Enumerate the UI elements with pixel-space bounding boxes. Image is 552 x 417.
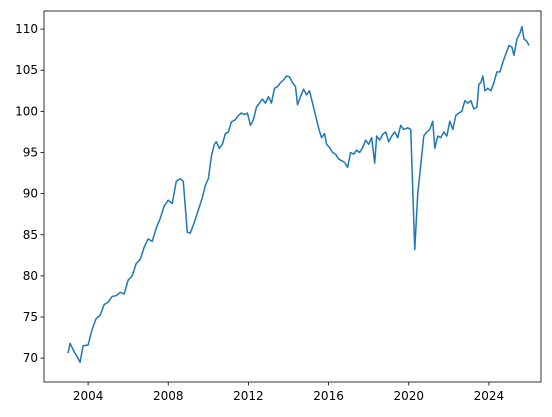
plot-frame xyxy=(43,10,542,383)
y-tick-label: 75 xyxy=(23,310,38,324)
x-tick-label: 2008 xyxy=(153,389,184,403)
y-tick-label: 95 xyxy=(23,145,38,159)
x-tick-label: 2020 xyxy=(393,389,424,403)
y-tick-label: 100 xyxy=(15,104,38,118)
x-tick-label: 2024 xyxy=(474,389,505,403)
y-tick-label: 110 xyxy=(15,22,38,36)
x-tick-label: 2016 xyxy=(313,389,344,403)
y-tick-label: 85 xyxy=(23,228,38,242)
x-tick-label: 2004 xyxy=(73,389,104,403)
y-tick-label: 105 xyxy=(15,63,38,77)
data-line xyxy=(67,25,530,364)
y-tick-label: 90 xyxy=(23,187,38,201)
y-tick-label: 80 xyxy=(23,269,38,283)
x-tick-label: 2012 xyxy=(233,389,264,403)
y-tick-label: 70 xyxy=(23,351,38,365)
